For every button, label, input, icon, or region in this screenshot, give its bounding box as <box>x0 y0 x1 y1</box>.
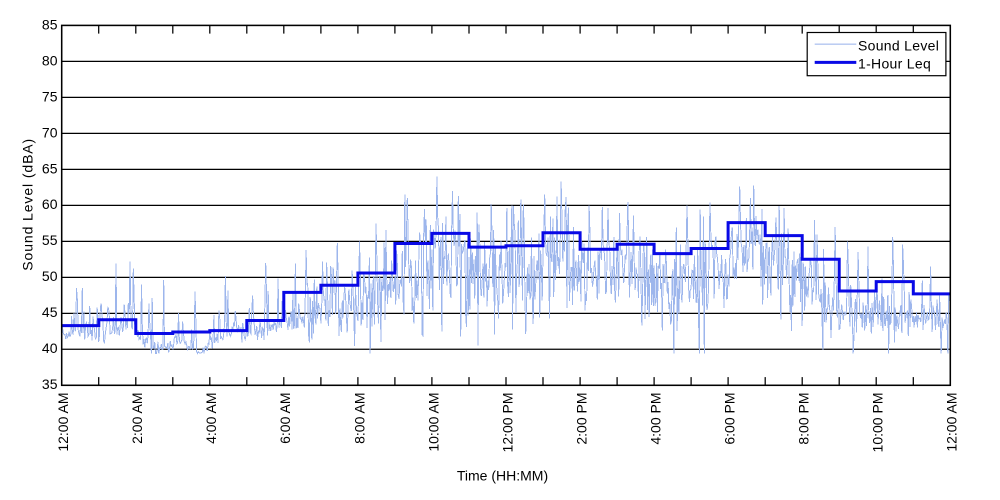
svg-text:85: 85 <box>42 16 58 32</box>
svg-text:8:00 AM: 8:00 AM <box>351 393 367 444</box>
svg-text:70: 70 <box>42 124 58 140</box>
svg-text:12:00 AM: 12:00 AM <box>55 393 71 452</box>
svg-text:6:00 AM: 6:00 AM <box>277 393 293 444</box>
svg-text:10:00 AM: 10:00 AM <box>425 393 441 452</box>
svg-text:Sound Level (dBA): Sound Level (dBA) <box>20 138 36 271</box>
svg-text:2:00 PM: 2:00 PM <box>574 393 590 445</box>
svg-text:Sound Level: Sound Level <box>858 37 939 53</box>
svg-text:12:00 PM: 12:00 PM <box>499 393 515 453</box>
svg-text:8:00 PM: 8:00 PM <box>796 393 812 445</box>
svg-text:50: 50 <box>42 268 58 284</box>
svg-text:12:00 AM: 12:00 AM <box>944 393 960 452</box>
svg-text:65: 65 <box>42 160 58 176</box>
svg-text:75: 75 <box>42 88 58 104</box>
svg-text:40: 40 <box>42 340 58 356</box>
svg-text:35: 35 <box>42 376 58 392</box>
svg-text:55: 55 <box>42 232 58 248</box>
svg-text:10:00 PM: 10:00 PM <box>870 393 886 453</box>
svg-text:4:00 PM: 4:00 PM <box>648 393 664 445</box>
svg-text:2:00 AM: 2:00 AM <box>129 393 145 444</box>
svg-text:4:00 AM: 4:00 AM <box>203 393 219 444</box>
svg-text:6:00 PM: 6:00 PM <box>722 393 738 445</box>
svg-text:80: 80 <box>42 52 58 68</box>
svg-text:Time (HH:MM): Time (HH:MM) <box>457 468 548 484</box>
svg-text:45: 45 <box>42 304 58 320</box>
svg-text:60: 60 <box>42 196 58 212</box>
svg-text:1-Hour Leq: 1-Hour Leq <box>858 55 931 71</box>
